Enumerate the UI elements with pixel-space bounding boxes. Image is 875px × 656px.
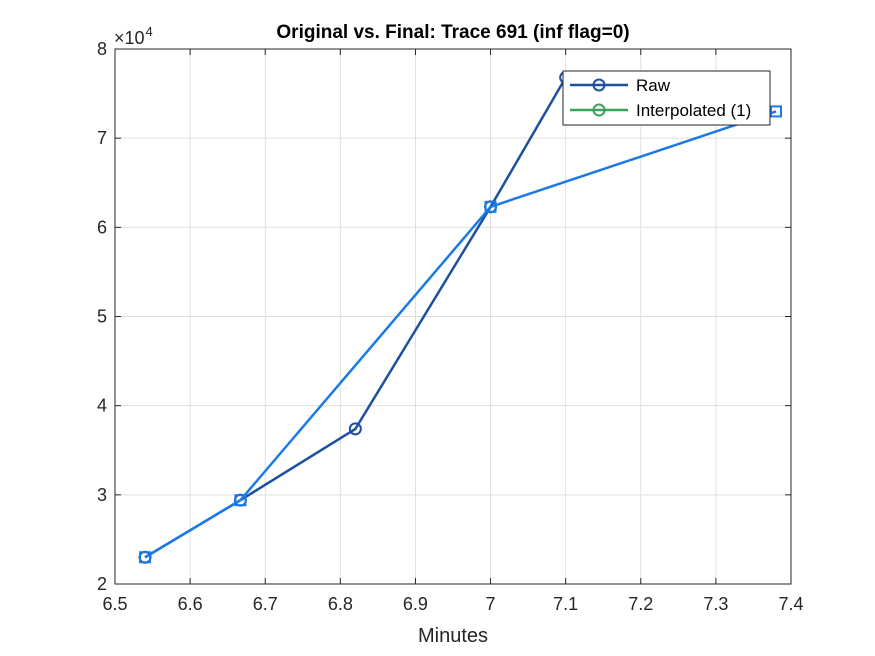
x-tick-label: 7 xyxy=(486,594,496,614)
x-tick-label: 6.7 xyxy=(253,594,278,614)
y-exponent: ×10 4 xyxy=(114,24,153,48)
data-point-square xyxy=(769,105,782,118)
y-tick-label: 2 xyxy=(97,574,107,594)
ticks xyxy=(114,48,792,585)
chart-title: Original vs. Final: Trace 691 (inf flag=… xyxy=(276,22,629,43)
x-tick-label: 7.1 xyxy=(553,594,578,614)
x-tick-label: 6.9 xyxy=(403,594,428,614)
y-tick-label: 8 xyxy=(97,39,107,59)
legend-marker-raw xyxy=(592,78,606,92)
y-tick-labels: 2 3 4 5 6 7 8 xyxy=(97,39,107,594)
y-tick-label: 4 xyxy=(97,396,107,416)
x-tick-label: 6.6 xyxy=(178,594,203,614)
legend-entry-interpolated: Interpolated (1) xyxy=(570,101,751,120)
series-line-2 xyxy=(144,110,777,559)
y-tick-label: 6 xyxy=(97,217,107,237)
x-axis-label: Minutes xyxy=(418,625,488,647)
legend-label-raw: Raw xyxy=(636,76,671,95)
data-point-circle xyxy=(348,422,362,436)
y-tick-label: 3 xyxy=(97,485,107,505)
y-tick-label: 7 xyxy=(97,128,107,148)
legend: Raw Interpolated (1) xyxy=(562,70,771,126)
x-tick-label: 7.3 xyxy=(703,594,728,614)
legend-label-interpolated: Interpolated (1) xyxy=(636,101,751,120)
y-exponent-power: 4 xyxy=(146,24,153,39)
x-tick-labels: 6.5 6.6 6.7 6.8 6.9 7 7.1 7.2 7.3 7.4 xyxy=(102,594,803,614)
x-tick-label: 7.2 xyxy=(628,594,653,614)
data-point-square xyxy=(234,494,247,507)
data-point-square xyxy=(139,551,152,564)
data-point-square xyxy=(484,200,497,213)
x-tick-label: 7.4 xyxy=(778,594,803,614)
y-exponent-base: ×10 xyxy=(114,28,145,48)
legend-entry-raw: Raw xyxy=(570,76,671,95)
y-tick-label: 5 xyxy=(97,307,107,327)
x-tick-label: 6.5 xyxy=(102,594,127,614)
x-tick-label: 6.8 xyxy=(328,594,353,614)
legend-marker-interpolated xyxy=(592,103,606,117)
